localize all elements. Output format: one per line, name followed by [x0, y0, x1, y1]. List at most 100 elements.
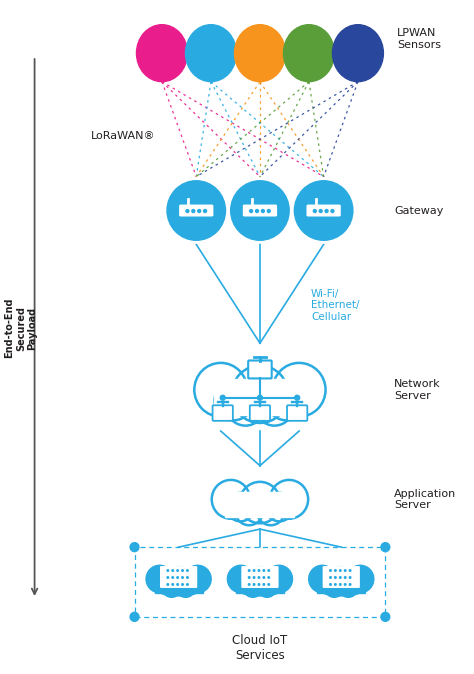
Text: LPWAN
Sensors: LPWAN Sensors — [397, 28, 441, 50]
FancyBboxPatch shape — [160, 580, 197, 588]
Circle shape — [220, 395, 225, 400]
Circle shape — [268, 570, 270, 572]
Circle shape — [339, 584, 341, 585]
Circle shape — [167, 577, 169, 578]
Circle shape — [255, 210, 258, 212]
Circle shape — [187, 570, 188, 572]
Circle shape — [261, 210, 264, 212]
Bar — [210, 376, 309, 417]
Circle shape — [182, 577, 183, 578]
Circle shape — [258, 577, 260, 578]
Circle shape — [338, 577, 358, 597]
Circle shape — [130, 543, 139, 551]
Circle shape — [146, 565, 173, 592]
Bar — [226, 491, 294, 518]
Circle shape — [248, 584, 250, 585]
Circle shape — [253, 577, 255, 578]
Text: Gateway: Gateway — [394, 206, 444, 216]
Circle shape — [263, 577, 264, 578]
Circle shape — [335, 570, 336, 572]
Circle shape — [330, 577, 331, 578]
Circle shape — [335, 577, 336, 578]
Circle shape — [194, 363, 247, 417]
Bar — [213, 379, 306, 415]
Circle shape — [214, 381, 253, 421]
FancyBboxPatch shape — [323, 580, 360, 588]
Circle shape — [204, 210, 207, 212]
Bar — [155, 570, 202, 592]
Circle shape — [292, 179, 355, 243]
Circle shape — [344, 574, 364, 594]
Circle shape — [237, 574, 257, 594]
Circle shape — [270, 480, 308, 519]
Circle shape — [182, 584, 183, 585]
Circle shape — [198, 210, 201, 212]
Circle shape — [327, 567, 356, 596]
FancyBboxPatch shape — [323, 573, 360, 581]
Circle shape — [345, 584, 346, 585]
Circle shape — [228, 565, 255, 592]
Circle shape — [167, 570, 169, 572]
FancyBboxPatch shape — [160, 566, 197, 574]
Text: Cloud IoT
Services: Cloud IoT Services — [232, 634, 288, 662]
FancyBboxPatch shape — [243, 204, 277, 216]
Circle shape — [325, 210, 328, 212]
Circle shape — [228, 179, 292, 243]
Circle shape — [273, 363, 326, 417]
Ellipse shape — [185, 25, 237, 82]
FancyBboxPatch shape — [241, 566, 279, 574]
Circle shape — [381, 543, 390, 551]
FancyBboxPatch shape — [241, 580, 279, 588]
Bar — [236, 570, 284, 592]
FancyBboxPatch shape — [323, 566, 360, 574]
Circle shape — [165, 179, 228, 243]
Circle shape — [263, 570, 264, 572]
FancyBboxPatch shape — [250, 405, 270, 421]
Circle shape — [187, 584, 188, 585]
Text: Network
Server: Network Server — [394, 379, 441, 400]
Circle shape — [330, 584, 331, 585]
Bar — [223, 489, 297, 519]
Circle shape — [330, 570, 331, 572]
Circle shape — [182, 574, 201, 594]
FancyBboxPatch shape — [241, 573, 279, 581]
Circle shape — [263, 574, 283, 594]
Circle shape — [265, 493, 293, 521]
Circle shape — [295, 395, 300, 400]
Circle shape — [319, 210, 322, 212]
Ellipse shape — [332, 25, 383, 82]
Circle shape — [339, 577, 341, 578]
Circle shape — [212, 480, 250, 519]
Text: Wi-Fi/
Ethernet/
Cellular: Wi-Fi/ Ethernet/ Cellular — [311, 288, 359, 321]
Circle shape — [267, 381, 305, 421]
Circle shape — [319, 574, 338, 594]
Circle shape — [324, 577, 344, 597]
Circle shape — [268, 584, 270, 585]
Circle shape — [172, 570, 173, 572]
Circle shape — [227, 493, 255, 521]
Circle shape — [226, 386, 265, 426]
Circle shape — [265, 565, 292, 592]
Circle shape — [156, 574, 176, 594]
Circle shape — [176, 577, 196, 597]
Circle shape — [184, 565, 211, 592]
Circle shape — [313, 210, 316, 212]
Circle shape — [255, 386, 294, 426]
Circle shape — [263, 584, 264, 585]
Circle shape — [347, 565, 374, 592]
Circle shape — [349, 584, 351, 585]
Circle shape — [162, 577, 182, 597]
Circle shape — [309, 565, 336, 592]
Circle shape — [186, 210, 189, 212]
FancyBboxPatch shape — [212, 405, 233, 421]
Circle shape — [167, 584, 169, 585]
Circle shape — [172, 577, 173, 578]
Circle shape — [239, 482, 280, 523]
FancyBboxPatch shape — [248, 361, 272, 378]
Circle shape — [246, 567, 274, 596]
Circle shape — [331, 210, 334, 212]
Circle shape — [235, 497, 263, 525]
Circle shape — [258, 570, 260, 572]
Circle shape — [268, 577, 270, 578]
Circle shape — [349, 570, 351, 572]
